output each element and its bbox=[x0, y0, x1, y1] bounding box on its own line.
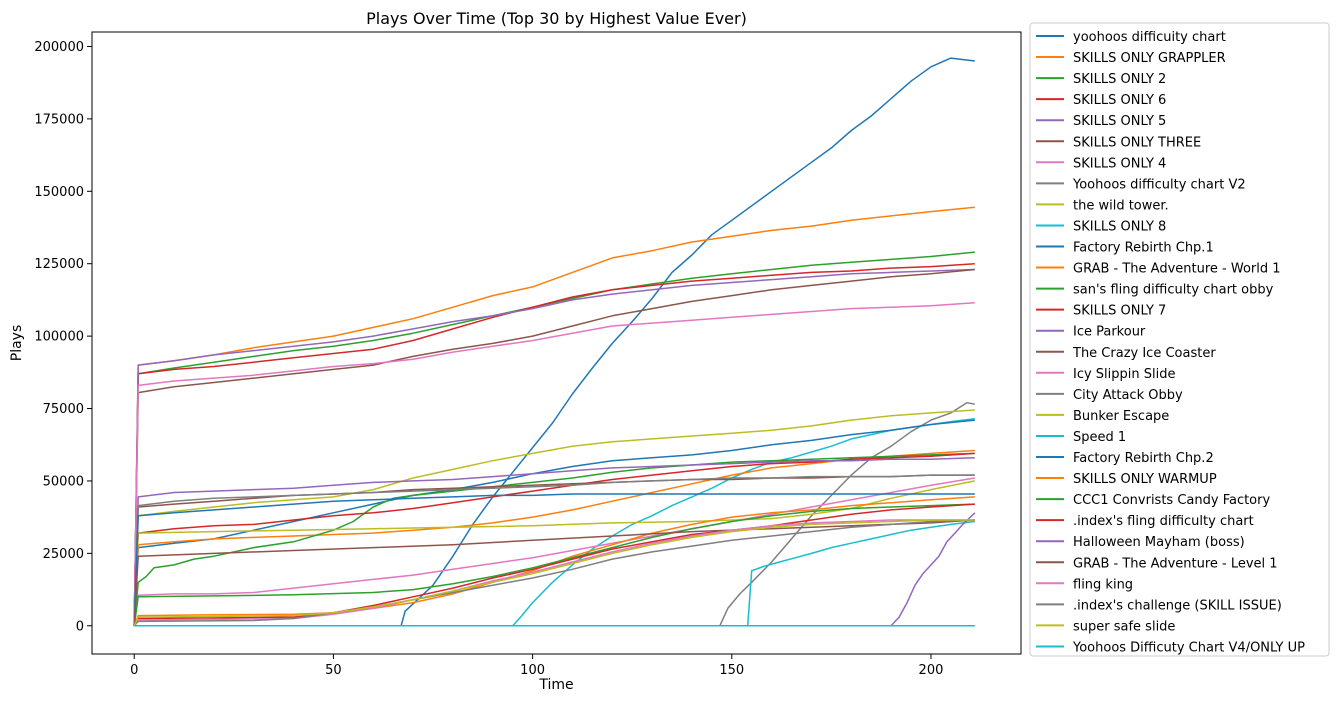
series-line-21 bbox=[133, 493, 975, 626]
legend-label-26: GRAB - The Adventure - Level 1 bbox=[1073, 556, 1278, 571]
legend-label-5: SKILLS ONLY 5 bbox=[1073, 114, 1166, 129]
legend-label-20: Speed 1 bbox=[1073, 430, 1126, 445]
series-line-4 bbox=[133, 262, 975, 626]
legend-label-13: san's fling difficulty chart obby bbox=[1073, 283, 1274, 298]
series-line-20 bbox=[134, 520, 975, 627]
legend-label-16: The Crazy Ice Coaster bbox=[1072, 346, 1216, 361]
legend-label-23: CCC1 Convrists Candy Factory bbox=[1073, 493, 1270, 508]
legend-label-30: Yoohoos Difficuty Chart V4/ONLY UP bbox=[1072, 640, 1305, 655]
x-tick-label: 100 bbox=[520, 663, 545, 678]
x-axis-ticks: 0 50 100 150 200 bbox=[130, 654, 943, 678]
series-line-22 bbox=[133, 496, 975, 627]
legend-label-11: Factory Rebirth Chp.1 bbox=[1073, 241, 1214, 256]
legend-label-3: SKILLS ONLY 2 bbox=[1073, 72, 1166, 87]
legend-label-8: Yoohoos difficulty chart V2 bbox=[1072, 177, 1246, 192]
legend-label-18: City Attack Obby bbox=[1073, 388, 1183, 403]
legend-label-10: SKILLS ONLY 8 bbox=[1073, 219, 1166, 234]
series-line-29 bbox=[133, 519, 975, 627]
series-line-2 bbox=[133, 206, 975, 626]
series-line-24 bbox=[133, 503, 975, 627]
legend-label-12: GRAB - The Adventure - World 1 bbox=[1073, 262, 1281, 277]
legend-label-29: super safe slide bbox=[1073, 619, 1175, 634]
series-line-7 bbox=[133, 302, 975, 626]
plot-frame bbox=[92, 32, 1021, 654]
legend-label-19: Bunker Escape bbox=[1073, 409, 1169, 424]
y-tick-label: 0 bbox=[76, 619, 84, 634]
legend-label-1: yoohoos difficuity chart bbox=[1073, 30, 1226, 45]
legend-entries: yoohoos difficuity chart SKILLS ONLY GRAP… bbox=[1036, 30, 1305, 655]
series-line-8 bbox=[134, 401, 975, 627]
legend-label-15: Ice Parkour bbox=[1073, 325, 1146, 340]
y-tick-label: 50000 bbox=[43, 474, 84, 489]
series-line-17 bbox=[133, 477, 975, 626]
legend: yoohoos difficuity chart SKILLS ONLY GRAP… bbox=[1029, 22, 1330, 657]
legend-label-6: SKILLS ONLY THREE bbox=[1073, 135, 1201, 150]
series-line-13 bbox=[133, 452, 975, 626]
y-tick-label: 25000 bbox=[43, 547, 84, 562]
y-tick-label: 75000 bbox=[43, 402, 84, 417]
series-line-5 bbox=[133, 268, 975, 626]
x-tick-label: 0 bbox=[130, 663, 138, 678]
legend-frame bbox=[1029, 22, 1330, 657]
legend-label-7: SKILLS ONLY 4 bbox=[1073, 156, 1166, 171]
x-tick-label: 50 bbox=[325, 663, 342, 678]
series-line-25 bbox=[134, 512, 976, 627]
y-axis-ticks: 0 25000 50000 75000 100000 125000 150000 175000… bbox=[34, 40, 92, 634]
plot-area: 0 50 100 150 200 0 25000 50000 75000 100000 12500… bbox=[34, 31, 1022, 678]
series-line-23 bbox=[133, 503, 975, 626]
series-line-6 bbox=[133, 268, 975, 626]
series-lines bbox=[133, 57, 976, 627]
series-line-18 bbox=[133, 474, 975, 626]
y-tick-label: 150000 bbox=[34, 185, 84, 200]
x-axis-label: Time bbox=[538, 677, 573, 693]
legend-label-25: Halloween Mayham (boss) bbox=[1073, 535, 1245, 550]
series-line-28 bbox=[133, 519, 975, 627]
legend-label-22: SKILLS ONLY WARMUP bbox=[1073, 472, 1217, 487]
legend-label-24: .index's fling difficulty chart bbox=[1073, 514, 1254, 529]
series-line-9 bbox=[133, 409, 975, 626]
series-line-19 bbox=[133, 480, 975, 626]
y-axis-label: Plays bbox=[9, 325, 25, 362]
x-tick-label: 200 bbox=[919, 663, 944, 678]
legend-label-2: SKILLS ONLY GRAPPLER bbox=[1073, 51, 1226, 66]
x-tick-label: 150 bbox=[719, 663, 744, 678]
series-line-12 bbox=[133, 449, 975, 626]
legend-label-27: fling king bbox=[1073, 577, 1133, 592]
legend-label-9: the wild tower. bbox=[1073, 198, 1169, 213]
y-tick-label: 175000 bbox=[34, 112, 84, 127]
legend-label-14: SKILLS ONLY 7 bbox=[1073, 304, 1166, 319]
legend-label-17: Icy Slippin Slide bbox=[1073, 367, 1176, 382]
legend-label-21: Factory Rebirth Chp.2 bbox=[1073, 451, 1214, 466]
axes-frame bbox=[91, 31, 1022, 655]
y-tick-label: 200000 bbox=[34, 40, 84, 55]
legend-label-28: .index's challenge (SKILL ISSUE) bbox=[1073, 598, 1282, 613]
series-line-15 bbox=[133, 457, 975, 626]
y-tick-label: 100000 bbox=[34, 330, 84, 345]
chart-title: Plays Over Time (Top 30 by Highest Value… bbox=[366, 9, 747, 28]
legend-label-4: SKILLS ONLY 6 bbox=[1073, 93, 1166, 108]
series-line-26 bbox=[133, 519, 975, 626]
series-line-16 bbox=[133, 474, 975, 626]
y-tick-label: 125000 bbox=[34, 257, 84, 272]
